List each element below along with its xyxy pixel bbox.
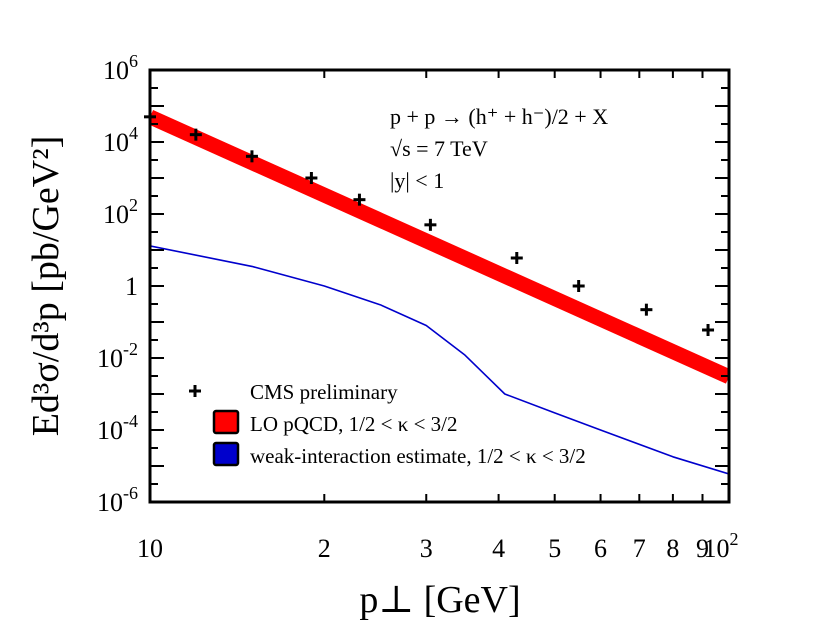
annotation-line: √s = 7 TeV xyxy=(390,136,488,161)
data-point xyxy=(424,218,437,231)
x-tick-label: 6 xyxy=(594,534,607,563)
legend-swatch xyxy=(212,409,240,435)
annotation: p + p → (h⁺ + h⁻)/2 + X √s = 7 TeV |y| < 1 xyxy=(390,104,608,193)
plot-frame xyxy=(148,68,731,504)
x-tick-label: 5 xyxy=(548,534,561,563)
annotation-line: |y| < 1 xyxy=(390,168,444,193)
y-axis-label: Ed³σ/d³p [pb/GeV²] xyxy=(25,136,67,437)
legend-label: LO pQCD, 1/2 < κ < 3/2 xyxy=(250,412,458,436)
lo-pqcd-band xyxy=(150,109,729,384)
legend-label: CMS preliminary xyxy=(250,380,398,404)
data-point xyxy=(640,303,653,316)
x-tick-label: 9 xyxy=(696,534,709,563)
axis-ticks xyxy=(149,69,730,503)
y-tick-label: 10-4 xyxy=(97,411,138,445)
x-tick-label: 4 xyxy=(492,534,505,563)
data-point xyxy=(305,172,318,184)
x-tick-label: 8 xyxy=(666,534,679,563)
data-point xyxy=(572,280,585,292)
chart-marks xyxy=(144,109,729,475)
y-tick-label: 10-2 xyxy=(97,339,138,373)
y-tick-label: 10-6 xyxy=(97,483,138,517)
x-axis-label: p⊥ [GeV] xyxy=(359,579,520,621)
y-tick-label: 102 xyxy=(103,195,138,229)
data-point xyxy=(353,193,366,206)
x-tick-label: 10 xyxy=(137,534,163,563)
axes-box xyxy=(148,68,731,504)
weak-interaction-line xyxy=(150,245,729,475)
x-tick-label: 102 xyxy=(704,529,739,563)
y-tick-label: 104 xyxy=(103,123,138,157)
y-tick-label: 1 xyxy=(125,272,138,301)
data-point xyxy=(189,128,202,141)
legend-swatch xyxy=(212,441,240,467)
annotation-line: p + p → (h⁺ + h⁻)/2 + X xyxy=(390,104,608,129)
data-point xyxy=(510,251,523,264)
y-tick-label: 106 xyxy=(103,51,138,85)
x-tick-label: 7 xyxy=(633,534,646,563)
data-point xyxy=(245,150,258,163)
data-point xyxy=(702,323,715,336)
plot-area xyxy=(150,109,729,475)
x-tick-label: 3 xyxy=(420,534,433,563)
legend: CMS preliminary LO pQCD, 1/2 < κ < 3/2 wea… xyxy=(189,380,586,468)
legend-label: weak-interaction estimate, 1/2 < κ < 3/2 xyxy=(250,444,586,468)
x-tick-label: 2 xyxy=(318,534,331,563)
